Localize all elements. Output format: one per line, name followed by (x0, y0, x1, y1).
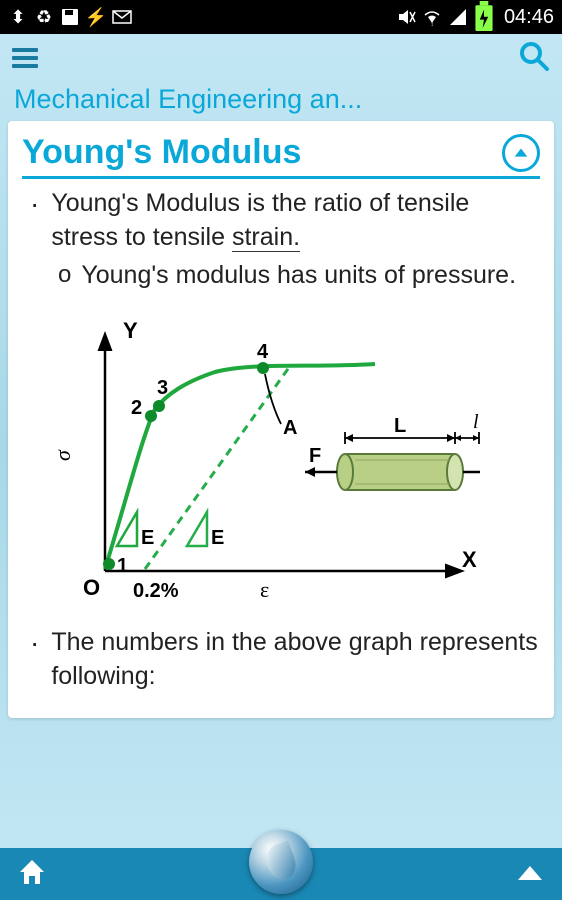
svg-text:E: E (141, 527, 154, 549)
home-icon[interactable] (16, 856, 48, 893)
body-text: The numbers in the above graph represent… (51, 626, 540, 694)
collapse-button[interactable] (502, 134, 540, 172)
svg-text:↕: ↕ (430, 22, 433, 27)
battery-charging-icon (474, 7, 494, 27)
svg-text:l: l (473, 411, 479, 433)
svg-text:X: X (462, 547, 477, 572)
content-card: Young's Modulus Young's Modulus is the r… (8, 121, 554, 718)
svg-text:2: 2 (131, 397, 142, 419)
flash-icon: ⚡ (86, 7, 106, 27)
status-bar-left: ⬍ ♻ ⚡ (8, 7, 396, 27)
recycle-icon: ♻ (34, 7, 54, 27)
svg-text:3: 3 (157, 377, 168, 399)
svg-text:L: L (394, 415, 406, 437)
card-header: Young's Modulus (22, 133, 540, 179)
status-bar-clock: 04:46 (504, 6, 554, 29)
svg-text:σ: σ (50, 449, 75, 461)
svg-text:E: E (211, 527, 224, 549)
menu-icon[interactable] (12, 48, 38, 68)
svg-text:O: O (83, 575, 100, 600)
sub-bullet-item: Young's modulus has units of pressure. (30, 259, 540, 293)
content-body: Young's Modulus is the ratio of tensile … (22, 187, 540, 694)
svg-text:0.2%: 0.2% (133, 580, 179, 602)
body-text-underlined: strain. (232, 223, 300, 252)
svg-text:1: 1 (117, 555, 128, 577)
stress-strain-chart: YXOσε0.2%EE1234ALlF (30, 306, 540, 626)
scroll-up-icon[interactable] (514, 856, 546, 893)
bullet-item: Young's Modulus is the ratio of tensile … (30, 187, 540, 255)
search-icon[interactable] (518, 40, 550, 77)
android-status-bar: ⬍ ♻ ⚡ ↕ 04:46 (0, 0, 562, 34)
breadcrumb[interactable]: Mechanical Engineering an... (0, 82, 562, 121)
app-top-bar (0, 34, 562, 82)
svg-text:ε: ε (260, 577, 269, 602)
body-text: Young's modulus has units of pressure. (81, 259, 516, 293)
svg-text:A: A (283, 417, 297, 439)
mail-icon (112, 7, 132, 27)
status-bar-right: ↕ 04:46 (396, 6, 554, 29)
bullet-item: The numbers in the above graph represent… (30, 626, 540, 694)
svg-text:4: 4 (257, 341, 269, 363)
mute-icon (396, 7, 416, 27)
wifi-icon: ↕ (422, 7, 442, 27)
svg-text:Y: Y (123, 318, 138, 343)
save-icon (60, 7, 80, 27)
app-logo-button[interactable] (249, 830, 313, 894)
usb-icon: ⬍ (8, 7, 28, 27)
card-title: Young's Modulus (22, 133, 301, 172)
svg-text:F: F (309, 445, 321, 467)
signal-icon (448, 7, 468, 27)
